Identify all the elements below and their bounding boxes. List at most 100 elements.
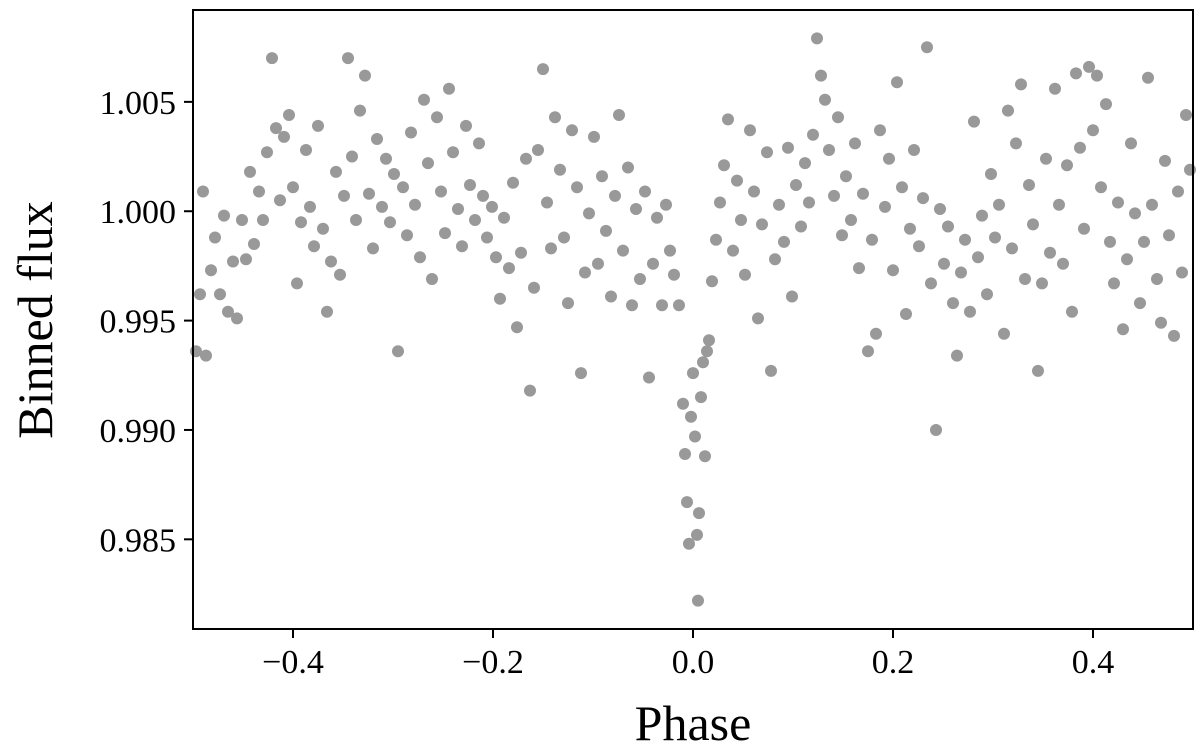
- data-point: [537, 63, 549, 76]
- data-point: [1138, 235, 1150, 248]
- data-point: [1032, 364, 1044, 377]
- data-point: [735, 214, 747, 226]
- data-point: [989, 231, 1001, 244]
- data-point: [681, 496, 693, 509]
- data-point: [1176, 266, 1188, 279]
- data-point: [312, 119, 324, 132]
- data-point: [639, 185, 651, 198]
- data-point: [524, 384, 536, 397]
- data-point: [692, 594, 704, 607]
- data-point: [938, 257, 950, 270]
- data-point: [752, 312, 764, 325]
- data-point: [947, 297, 959, 310]
- x-axis-title: Phase: [635, 695, 752, 748]
- data-point: [706, 275, 718, 288]
- data-point: [689, 430, 701, 443]
- data-point: [575, 367, 587, 380]
- data-point: [874, 124, 886, 137]
- data-points: [190, 32, 1196, 607]
- data-point: [1155, 316, 1167, 329]
- data-point: [765, 364, 777, 377]
- data-point: [197, 185, 209, 198]
- data-point: [739, 268, 751, 281]
- data-point: [1070, 67, 1082, 80]
- data-point: [613, 109, 625, 121]
- data-point: [647, 257, 659, 270]
- data-point: [1100, 98, 1112, 111]
- data-point: [744, 124, 756, 137]
- data-point: [697, 356, 709, 369]
- data-point: [1151, 273, 1163, 285]
- data-point: [418, 93, 430, 106]
- data-point: [549, 111, 561, 124]
- data-point: [405, 126, 417, 139]
- y-tick-label: 0.990: [100, 413, 177, 450]
- data-point: [917, 192, 929, 205]
- data-point: [993, 198, 1005, 211]
- data-point: [964, 305, 976, 318]
- data-point: [194, 288, 206, 301]
- data-point: [673, 299, 685, 312]
- data-point: [849, 137, 861, 150]
- data-point: [554, 163, 566, 176]
- data-point: [1163, 229, 1175, 242]
- data-point: [1044, 246, 1056, 259]
- x-tick-label: −0.4: [262, 644, 324, 681]
- data-point: [469, 214, 481, 226]
- data-point: [883, 152, 895, 165]
- data-point: [494, 292, 506, 305]
- data-point: [287, 181, 299, 194]
- data-point: [498, 211, 510, 224]
- data-point: [304, 200, 316, 213]
- y-axis-ticks: 0.985 0.990 0.995 1.000 1.005: [100, 85, 193, 559]
- data-point: [1066, 305, 1078, 318]
- data-point: [1006, 242, 1018, 255]
- data-point: [214, 288, 226, 301]
- data-point: [1142, 71, 1154, 84]
- data-point: [942, 220, 954, 233]
- data-point: [976, 209, 988, 222]
- data-point: [668, 268, 680, 281]
- data-point: [664, 244, 676, 257]
- data-point: [870, 327, 882, 340]
- data-point: [896, 181, 908, 194]
- data-point: [679, 448, 691, 460]
- data-point: [528, 281, 540, 294]
- data-point: [435, 185, 447, 198]
- data-point: [338, 189, 350, 202]
- data-point: [656, 299, 668, 312]
- data-point: [205, 264, 217, 277]
- data-point: [359, 69, 371, 82]
- x-tick-label: 0.0: [672, 644, 715, 681]
- data-point: [605, 290, 617, 303]
- data-point: [376, 200, 388, 213]
- data-point: [334, 268, 346, 281]
- data-point: [558, 231, 570, 244]
- data-point: [426, 273, 438, 285]
- data-point: [507, 176, 519, 189]
- data-point: [588, 130, 600, 143]
- data-point: [951, 349, 963, 362]
- data-point: [959, 233, 971, 246]
- data-point: [862, 345, 874, 358]
- data-point: [815, 69, 827, 82]
- data-point: [823, 144, 835, 156]
- data-point: [443, 82, 455, 95]
- data-point: [972, 251, 984, 264]
- data-point: [913, 240, 925, 253]
- data-point: [1134, 297, 1146, 310]
- data-point: [773, 198, 785, 211]
- data-point: [486, 200, 498, 213]
- data-point: [261, 146, 273, 159]
- data-point: [431, 111, 443, 124]
- data-point: [748, 185, 760, 198]
- data-point: [1180, 109, 1192, 121]
- data-point: [397, 181, 409, 194]
- data-point: [626, 299, 638, 312]
- data-point: [308, 240, 320, 253]
- data-point: [925, 277, 937, 290]
- data-point: [1083, 60, 1095, 73]
- x-axis-ticks: −0.4 −0.2 0.0 0.2 0.4: [262, 629, 1114, 681]
- data-point: [685, 410, 697, 423]
- data-point: [1074, 141, 1086, 154]
